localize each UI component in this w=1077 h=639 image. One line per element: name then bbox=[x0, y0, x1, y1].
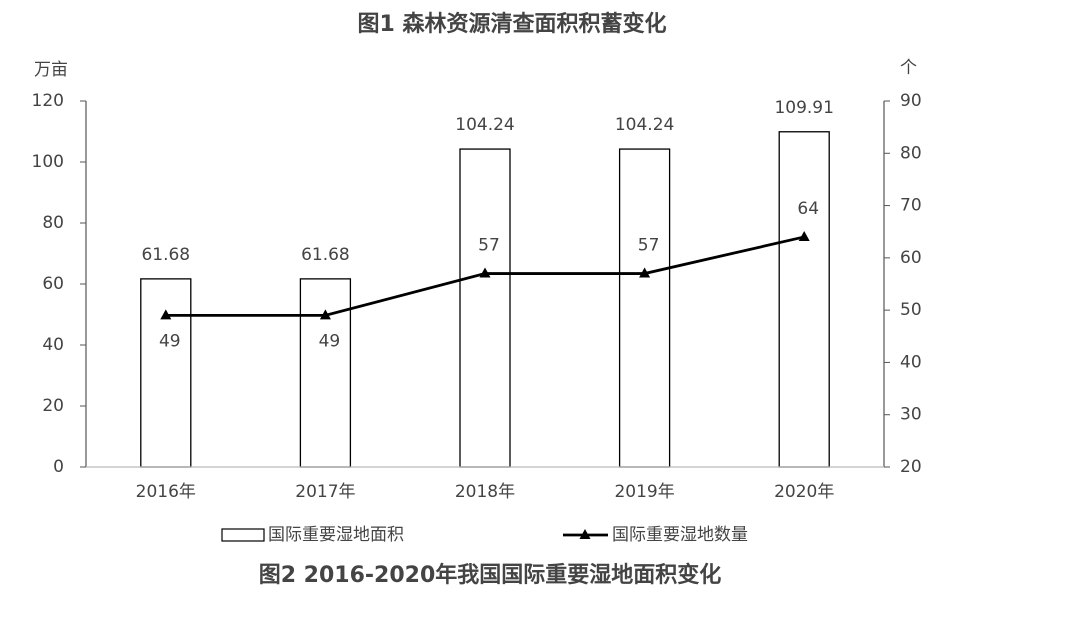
line-marker bbox=[639, 267, 651, 278]
line-value-label: 57 bbox=[478, 236, 500, 256]
legend-label: 国际重要湿地数量 bbox=[612, 525, 748, 545]
line-value-label: 57 bbox=[638, 236, 660, 256]
y2-tick-label: 50 bbox=[900, 300, 922, 320]
x-tick-label: 2017年 bbox=[295, 482, 355, 502]
x-tick-label: 2018年 bbox=[455, 482, 515, 502]
x-tick-label: 2016年 bbox=[136, 482, 196, 502]
bar bbox=[140, 278, 192, 468]
y-tick-label: 60 bbox=[42, 274, 64, 294]
x-tick-label: 2019年 bbox=[614, 482, 674, 502]
y-tick-label: 20 bbox=[42, 396, 64, 416]
x-tick-label: 2020年 bbox=[774, 482, 834, 502]
line-marker bbox=[319, 309, 331, 320]
y2-tick-label: 20 bbox=[900, 457, 922, 477]
y2-tick-label: 40 bbox=[900, 352, 922, 372]
chart-caption: 图2 2016-2020年我国国际重要湿地面积变化 bbox=[259, 562, 722, 588]
y2-tick-label: 90 bbox=[900, 91, 922, 111]
y2-tick-label: 30 bbox=[900, 405, 922, 425]
line-marker bbox=[160, 309, 172, 320]
bar-value-label: 61.68 bbox=[301, 245, 350, 265]
y2-tick-label: 80 bbox=[900, 143, 922, 163]
bar-value-label: 104.24 bbox=[615, 115, 674, 135]
y2-axis-label: 个 bbox=[900, 58, 917, 78]
y-tick-label: 80 bbox=[42, 213, 64, 233]
line-value-label: 49 bbox=[159, 331, 181, 351]
line-marker bbox=[798, 230, 810, 241]
y-tick-label: 0 bbox=[53, 457, 64, 477]
line-marker bbox=[479, 267, 491, 278]
legend-swatch bbox=[221, 528, 265, 542]
y-tick-label: 120 bbox=[32, 91, 64, 111]
y2-tick-label: 60 bbox=[900, 248, 922, 268]
chart-title: 图1 森林资源清查面积积蓄变化 bbox=[358, 11, 667, 37]
legend-marker bbox=[579, 529, 591, 539]
bar-value-label: 104.24 bbox=[455, 115, 514, 135]
bar-value-label: 61.68 bbox=[141, 245, 190, 265]
y-tick-label: 100 bbox=[32, 152, 64, 172]
line-value-label: 64 bbox=[797, 199, 819, 219]
legend-label: 国际重要湿地面积 bbox=[268, 525, 404, 545]
y-axis-label: 万亩 bbox=[34, 60, 68, 80]
bar bbox=[299, 278, 352, 468]
bar bbox=[618, 148, 671, 468]
y-tick-label: 40 bbox=[42, 335, 64, 355]
line-value-label: 49 bbox=[319, 331, 341, 351]
bar bbox=[459, 148, 511, 468]
y2-tick-label: 70 bbox=[900, 196, 922, 216]
bar bbox=[778, 131, 830, 468]
bar-value-label: 109.91 bbox=[774, 98, 833, 118]
